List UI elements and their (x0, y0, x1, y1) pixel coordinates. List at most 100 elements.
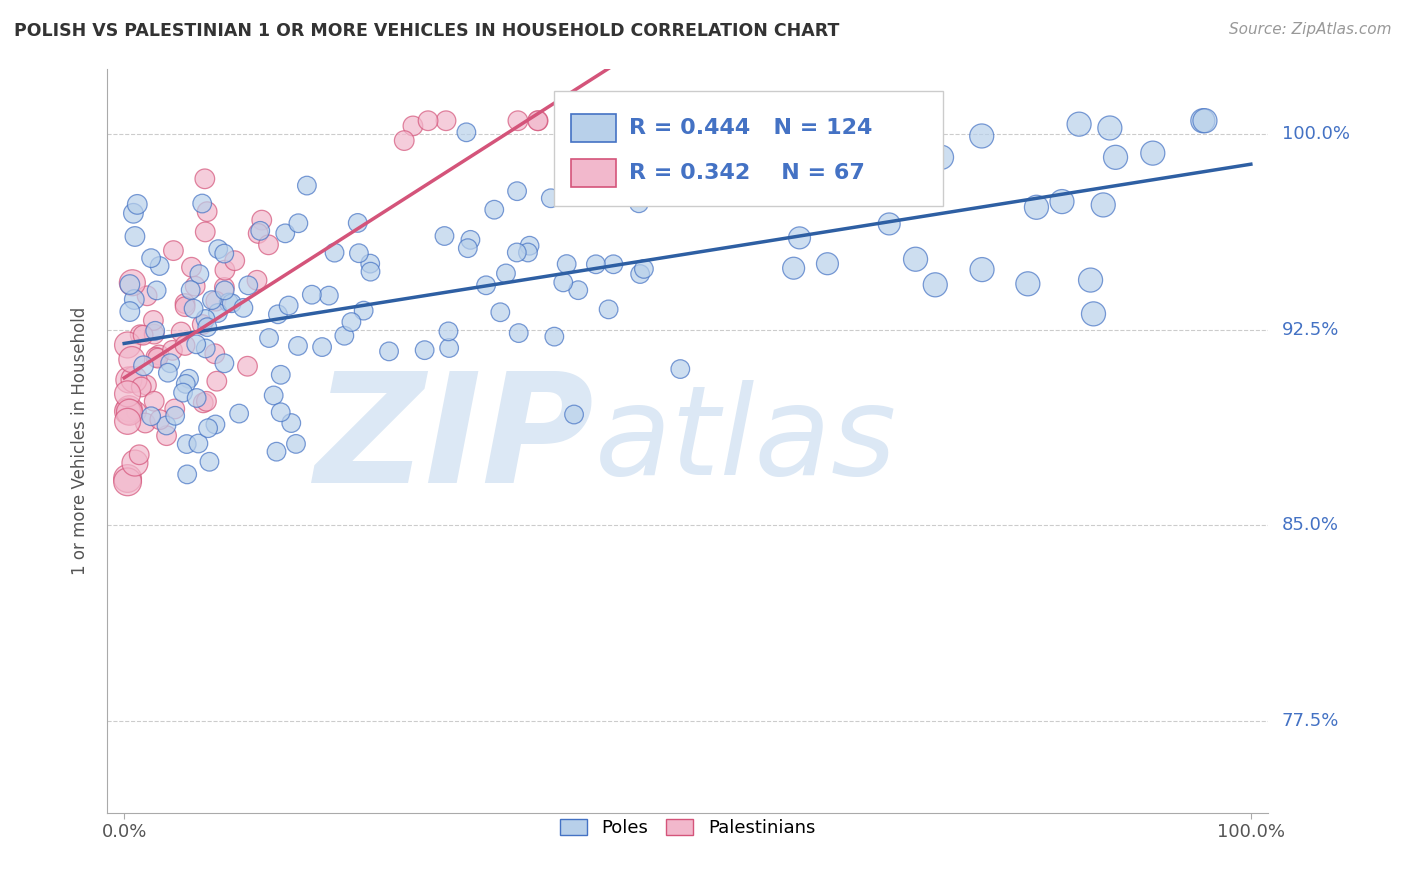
Point (1083, 307, 1105, 321)
Point (195, 204, 218, 219)
Point (475, 278, 498, 293)
Point (155, 418, 177, 433)
Text: R = 0.444   N = 124: R = 0.444 N = 124 (630, 118, 873, 138)
Point (193, 396, 215, 410)
Point (782, 261, 804, 276)
Point (323, 245, 346, 260)
Point (416, 113, 439, 128)
Point (238, 278, 260, 293)
Point (437, 325, 460, 339)
Point (270, 405, 292, 419)
Point (257, 331, 280, 345)
Point (145, 284, 167, 298)
Point (135, 378, 157, 392)
Point (526, 113, 548, 128)
Point (970, 262, 993, 277)
Point (162, 343, 184, 358)
Point (1194, 113, 1216, 128)
Point (124, 229, 146, 244)
Point (318, 288, 340, 302)
Point (224, 253, 246, 268)
Point (1017, 277, 1039, 291)
Point (122, 372, 145, 386)
Point (456, 125, 478, 139)
Point (132, 328, 155, 343)
Point (1067, 117, 1090, 131)
Point (236, 359, 259, 374)
FancyBboxPatch shape (554, 91, 943, 206)
Point (170, 325, 193, 339)
Point (285, 437, 308, 451)
Point (180, 260, 202, 275)
Point (194, 312, 217, 326)
Point (567, 283, 589, 297)
Point (247, 227, 270, 241)
Point (149, 259, 172, 273)
Point (657, 113, 679, 128)
Point (394, 134, 416, 148)
Y-axis label: 1 or more Vehicles in Household: 1 or more Vehicles in Household (72, 307, 89, 574)
Point (195, 320, 218, 334)
Point (128, 448, 150, 462)
Point (527, 113, 550, 128)
Point (129, 327, 152, 342)
Point (186, 391, 208, 405)
Point (143, 324, 166, 338)
Point (117, 387, 139, 401)
Point (1025, 200, 1047, 214)
Point (598, 302, 620, 317)
Point (517, 245, 540, 260)
Point (134, 416, 156, 430)
Point (131, 380, 153, 394)
Point (628, 267, 651, 281)
Point (122, 206, 145, 220)
Point (402, 119, 425, 133)
Text: ZIP: ZIP (315, 366, 595, 515)
Point (585, 257, 607, 271)
Point (266, 444, 288, 458)
Point (560, 113, 582, 128)
Point (159, 356, 181, 370)
Point (827, 137, 849, 152)
Point (197, 421, 219, 435)
Point (562, 408, 585, 422)
Point (149, 412, 172, 426)
Point (378, 344, 401, 359)
Point (118, 304, 141, 318)
Point (125, 404, 148, 418)
Point (287, 339, 309, 353)
Point (117, 414, 139, 428)
Point (433, 229, 456, 244)
Text: POLISH VS PALESTINIAN 1 OR MORE VEHICLES IN HOUSEHOLD CORRELATION CHART: POLISH VS PALESTINIAN 1 OR MORE VEHICLES… (14, 22, 839, 40)
Point (191, 196, 214, 211)
Point (146, 351, 169, 365)
Point (1080, 273, 1102, 287)
Text: 92.5%: 92.5% (1282, 320, 1339, 339)
Point (117, 404, 139, 418)
Point (495, 267, 517, 281)
Point (174, 296, 197, 310)
Point (204, 347, 226, 361)
Point (970, 128, 993, 143)
Point (143, 327, 166, 342)
Point (489, 305, 512, 319)
Point (117, 475, 139, 489)
Point (1191, 113, 1213, 128)
Point (267, 307, 290, 321)
Point (287, 216, 309, 230)
Text: 85.0%: 85.0% (1282, 516, 1339, 534)
Point (204, 417, 226, 432)
Point (789, 231, 811, 245)
Point (127, 197, 149, 211)
Point (174, 338, 197, 352)
Point (277, 299, 299, 313)
Point (311, 340, 333, 354)
Point (360, 265, 382, 279)
Point (195, 394, 218, 409)
Point (118, 405, 141, 419)
Point (602, 257, 624, 271)
Point (877, 217, 900, 231)
Point (669, 362, 692, 376)
Point (207, 242, 229, 256)
Point (543, 329, 565, 343)
